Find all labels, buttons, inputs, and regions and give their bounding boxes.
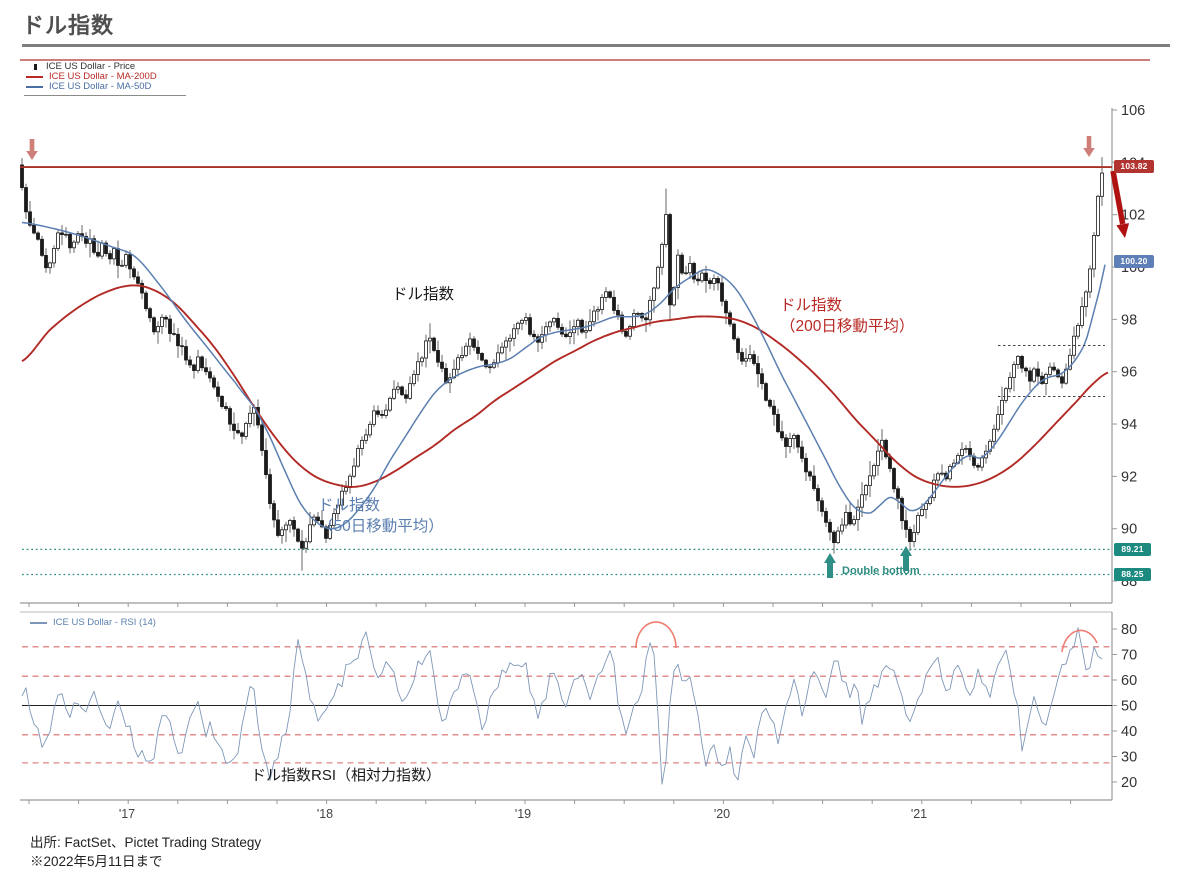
ma50-annotation: ドル指数 （50日移動平均） (318, 495, 444, 537)
ma200-annotation: ドル指数 （200日移動平均） (780, 295, 914, 337)
ma50-latest-badge: 100.20 (1114, 255, 1154, 268)
main-y-tick-label: 96 (1121, 365, 1137, 381)
x-year-label: '19 (515, 807, 531, 821)
line-marker-icon (26, 76, 43, 78)
rsi-y-tick-label: 80 (1121, 622, 1137, 638)
ma50-line (21, 221, 1106, 530)
legend-label: ICE US Dollar - RSI (14) (53, 617, 156, 628)
resistance-price-badge: 103.82 (1114, 160, 1154, 173)
rsi-plot-frame: 80 70 60 50 40 30 20 '17 '18 '19 '20 '21 (20, 611, 1137, 821)
rsi-y-tick-label: 70 (1121, 648, 1137, 664)
legend-item-ma50: ICE US Dollar - MA-50D (26, 82, 157, 92)
price-annotation: ドル指数 (392, 286, 455, 303)
teal-up-arrow (824, 553, 836, 578)
double-bottom-annotation: Double bottom (842, 565, 920, 577)
dark-red-down-arrow (1116, 223, 1130, 238)
main-y-tick-label: 92 (1121, 469, 1137, 485)
main-y-tick-label: 94 (1121, 417, 1137, 433)
legend-item-price: ICE US Dollar - Price (26, 62, 157, 72)
legend-item-ma200: ICE US Dollar - MA-200D (26, 72, 157, 82)
main-y-tick-label: 98 (1121, 312, 1137, 328)
candlestick-series (20, 157, 1104, 571)
salmon-down-arrow (1083, 136, 1095, 157)
level-lines (20, 166, 1112, 576)
rsi-line-series (21, 627, 1103, 785)
legend-label: ICE US Dollar - MA-50D (49, 81, 152, 92)
rsi-peak-arc (1061, 629, 1098, 653)
rsi-y-tick-label: 20 (1121, 775, 1137, 791)
legend-label: ICE US Dollar - MA-200D (49, 71, 157, 82)
rsi-level-lines (22, 646, 1112, 764)
x-year-label: '17 (119, 807, 135, 821)
ma50-annotation-line1: ドル指数 (318, 497, 381, 514)
ma200-annotation-line2: （200日移動平均） (780, 318, 915, 335)
x-year-label: '20 (714, 807, 730, 821)
main-chart-legend: ICE US Dollar - Price ICE US Dollar - MA… (26, 62, 157, 92)
main-plot-frame: 106104102100989694929088 (20, 59, 1150, 607)
ma50-annotation-line2: （50日移動平均） (318, 518, 444, 535)
support-lower-badge: 88.25 (1114, 568, 1151, 581)
legend-label: ICE US Dollar - Price (46, 61, 136, 72)
rsi-peak-arc (635, 621, 677, 649)
rsi-y-tick-label: 30 (1121, 750, 1137, 766)
x-year-label: '21 (911, 807, 927, 821)
salmon-down-arrow (26, 139, 38, 160)
annotation-shapes (26, 136, 1130, 653)
main-y-tick-label: 106 (1121, 103, 1145, 119)
legend-selected-underline (24, 95, 186, 96)
rsi-legend: ICE US Dollar - RSI (14) (30, 617, 156, 628)
line-marker-icon (26, 86, 43, 88)
x-year-label: '18 (317, 807, 333, 821)
main-y-tick-label: 102 (1121, 208, 1145, 224)
page-title: ドル指数 (22, 13, 115, 38)
main-y-tick-label: 90 (1121, 522, 1137, 538)
rsi-y-tick-label: 60 (1121, 673, 1137, 689)
ma200-line (21, 284, 1109, 488)
ma200-annotation-line1: ドル指数 (780, 297, 843, 314)
support-upper-badge: 89.21 (1114, 543, 1151, 556)
line-marker-icon (30, 621, 47, 624)
source-note: 出所: FactSet、Pictet Trading Strategy (30, 835, 262, 850)
teal-up-arrow (900, 546, 912, 571)
rsi-y-tick-label: 50 (1121, 699, 1137, 715)
candle-marker-icon (34, 64, 37, 70)
date-note: ※2022年5月11日まで (30, 854, 163, 869)
rsi-annotation: ドル指数RSI（相対力指数） (251, 767, 442, 784)
title-divider (22, 44, 1170, 47)
rsi-y-tick-label: 40 (1121, 724, 1137, 740)
